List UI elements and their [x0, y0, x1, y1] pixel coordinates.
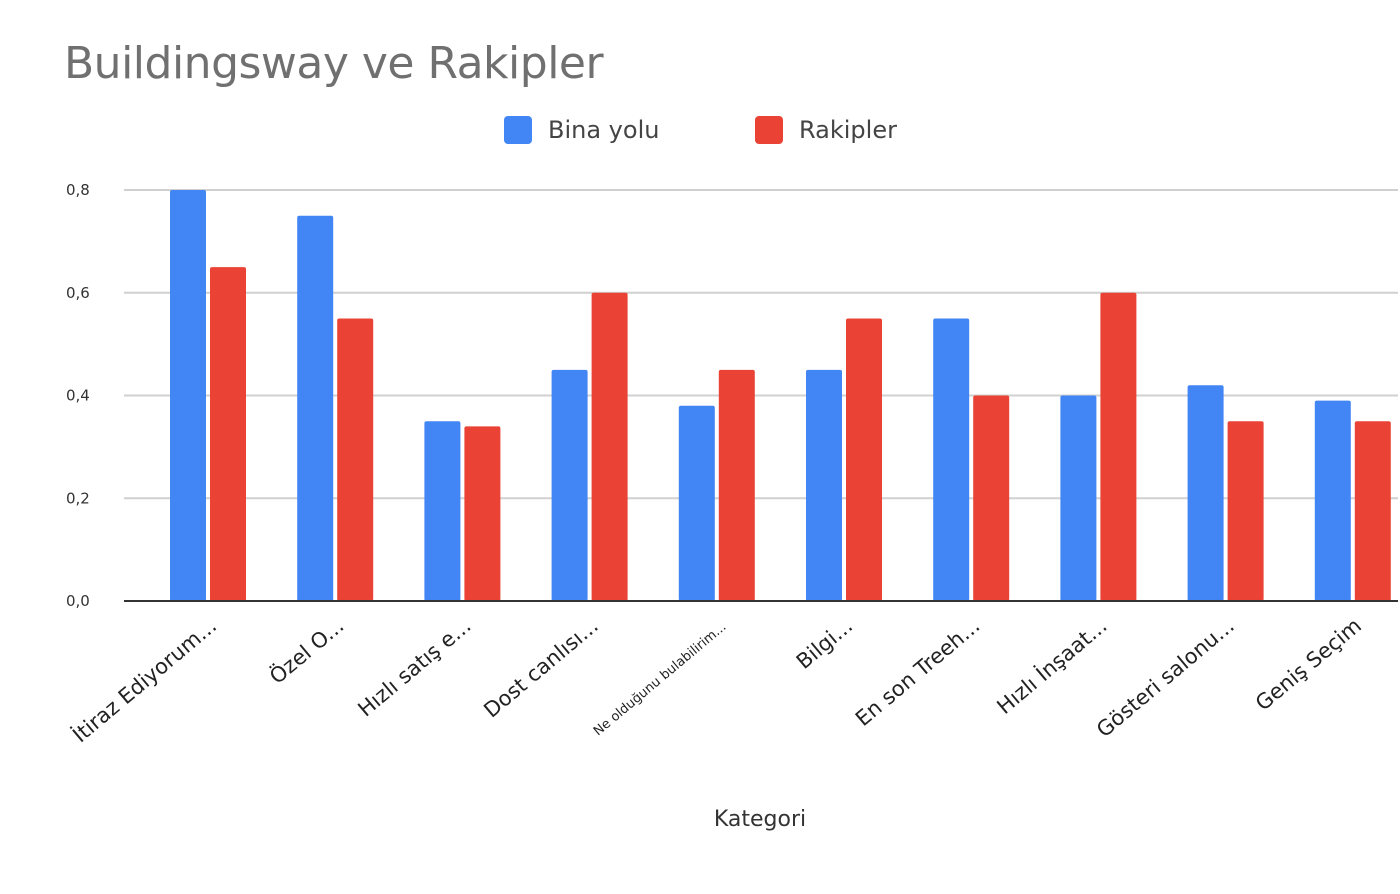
y-tick-label: 0,2	[66, 489, 90, 507]
category-label: Geniş Seçim	[1251, 613, 1366, 715]
chart-title: Buildingsway ve Rakipler	[64, 38, 604, 89]
category-label: Özel O...	[264, 613, 348, 689]
legend-item-rakipler[interactable]: Rakipler	[755, 116, 897, 144]
legend-swatch-bina-yolu	[504, 116, 532, 144]
bar-rakipler[interactable]	[1100, 292, 1137, 601]
legend-swatch-rakipler	[755, 116, 783, 144]
category-label: Hızlı satış e...	[353, 613, 475, 721]
category-label: Hızlı İnşaat...	[992, 613, 1112, 719]
bar-bina-yolu[interactable]	[933, 318, 970, 601]
y-tick-label: 0,4	[66, 387, 90, 405]
bar-rakipler[interactable]	[973, 395, 1010, 602]
bar-bina-yolu[interactable]	[1060, 395, 1097, 602]
legend: Bina yolu Rakipler	[0, 116, 1400, 152]
legend-label-rakipler: Rakipler	[799, 116, 897, 144]
legend-label-bina-yolu: Bina yolu	[548, 116, 660, 144]
bar-bina-yolu[interactable]	[297, 215, 334, 601]
bar-rakipler[interactable]	[846, 318, 882, 601]
bar-bina-yolu[interactable]	[170, 190, 206, 601]
category-label: Dost canlısı...	[479, 613, 602, 722]
y-axis-ticks: 0,0 0,2 0,4 0,6 0,8	[66, 181, 90, 610]
bar-bina-yolu[interactable]	[1187, 385, 1224, 601]
bar-rakipler[interactable]	[1354, 421, 1391, 601]
category-label: Gösteri salonu...	[1092, 613, 1239, 742]
bar-bina-yolu[interactable]	[551, 369, 588, 601]
category-label: İtiraz Ediyorum...	[68, 613, 222, 748]
category-label: Ne olduğunu bulabilirim...	[591, 620, 729, 740]
bar-rakipler[interactable]	[210, 267, 246, 601]
bar-rakipler[interactable]	[464, 426, 501, 601]
gridlines	[124, 189, 1398, 500]
bar-rakipler[interactable]	[718, 369, 755, 601]
category-label: En son Treeh...	[851, 613, 984, 730]
bar-bina-yolu[interactable]	[678, 405, 715, 601]
legend-item-bina-yolu[interactable]: Bina yolu	[504, 116, 659, 144]
bars	[170, 190, 1391, 601]
bar-rakipler[interactable]	[1227, 421, 1264, 601]
y-tick-label: 0,8	[66, 181, 90, 199]
x-axis-label: Kategori	[714, 807, 806, 832]
y-tick-label: 0,0	[66, 592, 90, 610]
bar-bina-yolu[interactable]	[424, 421, 461, 601]
category-label: Bilgi...	[792, 613, 857, 673]
bar-bina-yolu[interactable]	[806, 369, 842, 601]
bar-rakipler[interactable]	[337, 318, 374, 601]
y-tick-label: 0,6	[66, 284, 90, 302]
category-labels: İtiraz Ediyorum... Özel O... Hızlı satış e…	[68, 613, 1366, 748]
bar-bina-yolu[interactable]	[1314, 400, 1351, 601]
bar-rakipler[interactable]	[591, 292, 628, 601]
